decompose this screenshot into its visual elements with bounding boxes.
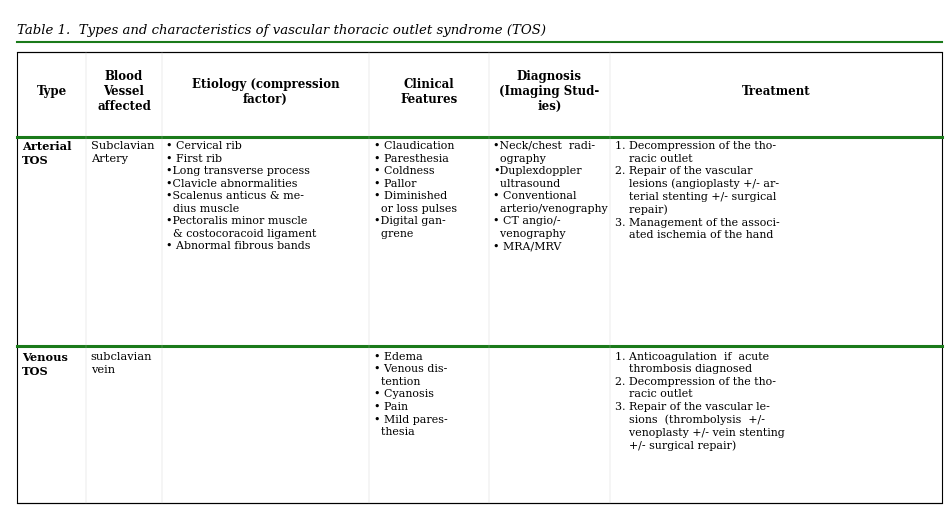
Text: • Claudication
• Paresthesia
• Coldness
• Pallor
• Diminished
  or loss pulses
•: • Claudication • Paresthesia • Coldness … — [373, 141, 456, 239]
Text: •Neck/chest  radi-
  ography
•Duplexdoppler
  ultrasound
• Conventional
  arteri: •Neck/chest radi- ography •Duplexdoppler… — [493, 141, 607, 251]
Text: Blood
Vessel
affected: Blood Vessel affected — [97, 70, 150, 113]
Text: • Edema
• Venous dis-
  tention
• Cyanosis
• Pain
• Mild pares-
  thesia: • Edema • Venous dis- tention • Cyanosis… — [373, 352, 447, 437]
Text: Etiology (compression
factor): Etiology (compression factor) — [191, 78, 339, 106]
Text: • Cervical rib
• First rib
•Long transverse process
•Clavicle abnormalities
•Sca: • Cervical rib • First rib •Long transve… — [167, 141, 316, 251]
Text: Subclavian
Artery: Subclavian Artery — [90, 141, 154, 164]
Text: 1. Anticoagulation  if  acute
    thrombosis diagnosed
2. Decompression of the t: 1. Anticoagulation if acute thrombosis d… — [614, 352, 783, 451]
Text: subclavian
vein: subclavian vein — [90, 352, 152, 374]
Text: Treatment: Treatment — [741, 85, 809, 98]
Text: Diagnosis
(Imaging Stud-
ies): Diagnosis (Imaging Stud- ies) — [499, 70, 599, 113]
Text: Clinical
Features: Clinical Features — [400, 78, 457, 106]
Text: Venous
TOS: Venous TOS — [22, 352, 68, 377]
Text: Table 1.  Types and characteristics of vascular thoracic outlet syndrome (TOS): Table 1. Types and characteristics of va… — [17, 24, 545, 37]
Text: Type: Type — [36, 85, 67, 98]
Text: 1. Decompression of the tho-
    racic outlet
2. Repair of the vascular
    lesi: 1. Decompression of the tho- racic outle… — [614, 141, 779, 240]
Bar — [17, 52, 941, 503]
Text: Arterial
TOS: Arterial TOS — [22, 141, 71, 166]
